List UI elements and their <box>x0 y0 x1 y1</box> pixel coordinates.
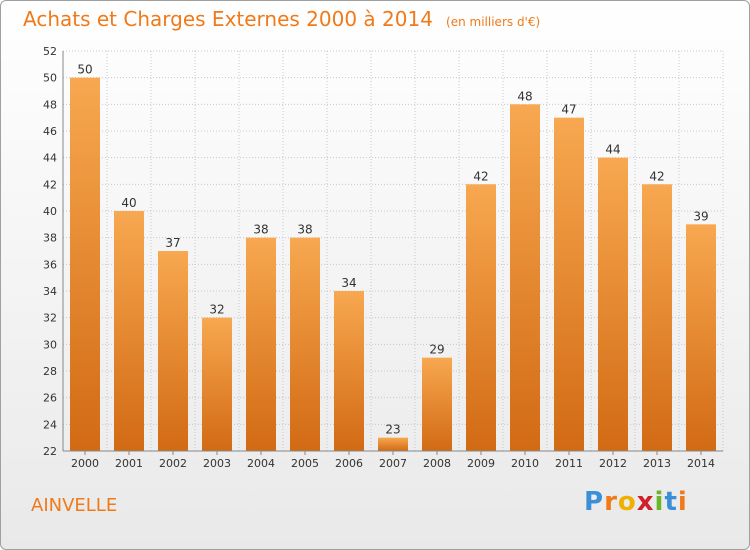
x-tick-label: 2014 <box>687 457 715 470</box>
axes: 22 24 26 28 30 32 34 36 38 40 42 44 46 48 50 52 2000 2001… <box>43 45 723 470</box>
x-tick-label: 2012 <box>599 457 627 470</box>
x-tick-label: 2013 <box>643 457 671 470</box>
x-tick-label: 2002 <box>159 457 187 470</box>
x-tick-label: 2008 <box>423 457 451 470</box>
bar-2005 <box>290 237 320 451</box>
bar-2011 <box>554 117 584 452</box>
bar-value-label: 38 <box>297 223 312 237</box>
chart-title-block: Achats et Charges Externes 2000 à 2014 (… <box>23 7 540 31</box>
x-tick-label: 2010 <box>511 457 539 470</box>
bar-2000 <box>70 77 100 452</box>
y-tick-label: 46 <box>43 125 57 138</box>
x-tick-label: 2005 <box>291 457 319 470</box>
chart-unit: (en milliers d'€) <box>446 15 541 29</box>
bar-value-label: 42 <box>473 169 488 183</box>
y-tick-label: 32 <box>43 312 57 325</box>
value-labels: 50 40 37 32 38 38 34 23 29 42 48 47 44 42 39 <box>77 63 708 437</box>
x-tick-label: 2006 <box>335 457 363 470</box>
bar-value-label: 29 <box>429 343 444 357</box>
x-tick-label: 2001 <box>115 457 143 470</box>
bar-value-label: 37 <box>165 236 180 250</box>
bar-value-label: 48 <box>517 89 532 103</box>
y-tick-label: 30 <box>43 338 57 351</box>
y-tick-label: 40 <box>43 205 57 218</box>
y-tick-label: 50 <box>43 72 57 85</box>
bar-value-label: 34 <box>341 276 356 290</box>
bar-value-label: 32 <box>209 303 224 317</box>
y-tick-label: 24 <box>43 418 57 431</box>
proxiti-logo: Proxiti <box>584 487 688 517</box>
bar-value-label: 39 <box>693 209 708 223</box>
y-tick-label: 44 <box>43 152 57 165</box>
bar-2012 <box>598 157 628 451</box>
bar-2008 <box>422 357 452 451</box>
bar-2007 <box>378 437 408 451</box>
x-tick-label: 2007 <box>379 457 407 470</box>
bar-value-label: 44 <box>605 143 620 157</box>
y-tick-label: 36 <box>43 258 57 271</box>
y-tick-label: 38 <box>43 232 57 245</box>
bar-2010 <box>510 104 540 451</box>
bar-2013 <box>642 184 672 452</box>
x-tick-label: 2004 <box>247 457 275 470</box>
bar-value-label: 42 <box>649 169 664 183</box>
bars <box>70 77 716 452</box>
bar-2014 <box>686 224 716 451</box>
x-tick-label: 2009 <box>467 457 495 470</box>
bar-value-label: 50 <box>77 63 92 77</box>
y-tick-label: 28 <box>43 365 57 378</box>
x-tick-label: 2000 <box>71 457 99 470</box>
y-tick-label: 52 <box>43 45 57 58</box>
bar-value-label: 23 <box>385 423 400 437</box>
y-tick-label: 22 <box>43 445 57 458</box>
bar-2009 <box>466 184 496 452</box>
y-tick-label: 26 <box>43 392 57 405</box>
y-tick-label: 42 <box>43 178 57 191</box>
bar-2001 <box>114 211 144 451</box>
commune-name: AINVELLE <box>31 495 118 516</box>
x-tick-label: 2003 <box>203 457 231 470</box>
bar-value-label: 38 <box>253 223 268 237</box>
x-tick-label: 2011 <box>555 457 583 470</box>
bar-value-label: 47 <box>561 103 576 117</box>
bar-2006 <box>334 291 364 451</box>
bar-2003 <box>202 317 232 451</box>
bar-2004 <box>246 237 276 451</box>
y-tick-label: 34 <box>43 285 57 298</box>
bar-value-label: 40 <box>121 196 136 210</box>
chart-title: Achats et Charges Externes 2000 à 2014 <box>23 7 433 31</box>
bar-2002 <box>158 251 188 451</box>
y-tick-label: 48 <box>43 98 57 111</box>
